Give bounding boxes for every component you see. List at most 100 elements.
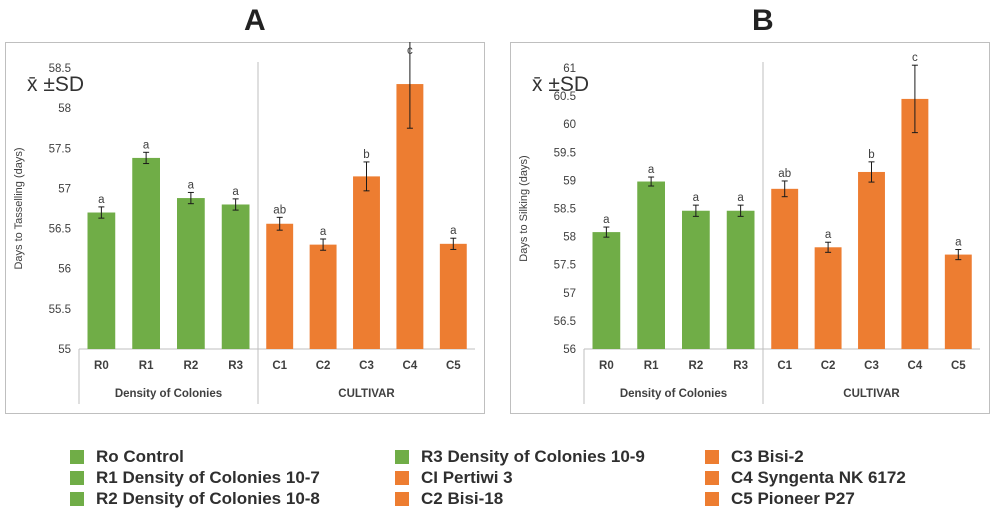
y-tick-label: 55.5 xyxy=(49,304,71,316)
legend-swatch xyxy=(705,492,719,506)
legend-swatch xyxy=(395,471,409,485)
y-tick-label: 56.5 xyxy=(49,224,71,236)
bar xyxy=(353,176,380,349)
legend-swatch xyxy=(705,471,719,485)
y-tick-label: 57.5 xyxy=(554,260,576,272)
y-tick-label: 56 xyxy=(563,344,576,356)
significance-letter: a xyxy=(450,225,457,237)
legend-item-c2: C2 Bisi-18 xyxy=(395,489,503,509)
legend: Ro Control R1 Density of Colonies 10-7 R… xyxy=(70,447,970,509)
panel-letter-a: A xyxy=(244,4,266,37)
x-tick-label: C3 xyxy=(359,360,374,372)
significance-letter: a xyxy=(188,179,195,191)
legend-item-r2: R2 Density of Colonies 10-8 xyxy=(70,489,320,509)
bar xyxy=(87,212,116,349)
y-axis-label: Days to Tasselling (days) xyxy=(13,147,25,269)
significance-letter: ab xyxy=(273,204,286,216)
x-tick-label: C1 xyxy=(777,360,792,372)
x-tick-label: R0 xyxy=(599,360,614,372)
x-tick-label: R3 xyxy=(228,360,243,372)
bar xyxy=(221,204,250,349)
legend-item-r0: Ro Control xyxy=(70,447,184,467)
y-axis-label: Days to Silking (days) xyxy=(518,155,530,261)
mean-sd-annotation: x̄ ±SD xyxy=(532,73,589,96)
x-tick-label: C5 xyxy=(951,360,966,372)
significance-letter: c xyxy=(407,45,413,57)
x-tick-label: C2 xyxy=(821,360,836,372)
legend-label: R2 Density of Colonies 10-8 xyxy=(96,489,320,508)
significance-letter: a xyxy=(955,237,962,249)
significance-letter: a xyxy=(320,226,327,238)
bar xyxy=(814,247,842,349)
legend-swatch xyxy=(395,450,409,464)
legend-label: C3 Bisi-2 xyxy=(731,447,804,466)
bar xyxy=(858,171,885,349)
group-label: Density of Colonies xyxy=(115,388,222,400)
legend-item-c3: C3 Bisi-2 xyxy=(705,447,804,467)
significance-letter: b xyxy=(363,149,369,161)
legend-label: R1 Density of Colonies 10-7 xyxy=(96,468,320,487)
legend-swatch xyxy=(705,450,719,464)
x-tick-label: C4 xyxy=(908,360,923,372)
mean-sd-annotation: x̄ ±SD xyxy=(27,73,84,96)
y-tick-label: 58.5 xyxy=(49,63,71,75)
legend-swatch xyxy=(70,450,84,464)
legend-label: C2 Bisi-18 xyxy=(421,489,504,508)
bar xyxy=(439,243,467,349)
y-tick-label: 56.5 xyxy=(554,316,576,328)
y-tick-label: 61 xyxy=(563,63,576,75)
x-tick-label: R2 xyxy=(184,360,199,372)
y-tick-label: 58 xyxy=(58,103,71,115)
legend-swatch xyxy=(70,492,84,506)
x-tick-label: R2 xyxy=(689,360,704,372)
significance-letter: a xyxy=(825,229,832,241)
y-tick-label: 58.5 xyxy=(554,204,576,216)
legend-swatch xyxy=(395,492,409,506)
significance-letter: c xyxy=(912,52,918,64)
x-tick-label: C5 xyxy=(446,360,461,372)
significance-letter: ab xyxy=(778,168,791,180)
bar xyxy=(177,198,205,349)
significance-letter: b xyxy=(868,149,874,161)
x-tick-label: R1 xyxy=(139,360,154,372)
legend-label: C4 Syngenta NK 6172 xyxy=(731,468,906,487)
legend-label: R3 Density of Colonies 10-9 xyxy=(421,447,645,466)
legend-item-c5: C5 Pioneer P27 xyxy=(705,489,855,509)
significance-letter: a xyxy=(737,192,744,204)
x-tick-label: R0 xyxy=(94,360,109,372)
legend-item-c4: C4 Syngenta NK 6172 xyxy=(705,468,906,488)
group-label: Density of Colonies xyxy=(620,388,727,400)
significance-letter: a xyxy=(648,164,655,176)
bar xyxy=(726,210,755,349)
chart-b-silking: 56 56.5 57 57.5 58 58.5 59 59.5 60 60.5 61 Days to … xyxy=(510,42,990,414)
bar xyxy=(637,181,665,349)
legend-item-r1: R1 Density of Colonies 10-7 xyxy=(70,468,320,488)
bar xyxy=(309,244,337,349)
bar xyxy=(132,157,160,349)
bar xyxy=(592,232,621,349)
bar xyxy=(266,223,294,349)
x-tick-label: C2 xyxy=(316,360,331,372)
significance-letter: a xyxy=(232,186,239,198)
significance-letter: a xyxy=(98,194,105,206)
bar xyxy=(682,210,710,349)
bar xyxy=(771,188,799,349)
legend-label: CI Pertiwi 3 xyxy=(421,468,513,487)
y-tick-label: 60.5 xyxy=(554,91,576,103)
significance-letter: a xyxy=(693,192,700,204)
y-tick-label: 59 xyxy=(563,175,576,187)
significance-letter: a xyxy=(603,214,610,226)
significance-letter: a xyxy=(143,139,150,151)
legend-item-r3: R3 Density of Colonies 10-9 xyxy=(395,447,645,467)
y-tick-label: 57 xyxy=(58,183,71,195)
y-tick-label: 57 xyxy=(563,288,576,300)
x-tick-label: C3 xyxy=(864,360,879,372)
group-label: CULTIVAR xyxy=(843,388,900,400)
y-tick-label: 55 xyxy=(58,344,71,356)
legend-label: C5 Pioneer P27 xyxy=(731,489,855,508)
y-tick-label: 59.5 xyxy=(554,147,576,159)
y-tick-label: 58 xyxy=(563,232,576,244)
panel-letter-b: B xyxy=(752,4,774,37)
y-tick-label: 57.5 xyxy=(49,143,71,155)
x-tick-label: R3 xyxy=(733,360,748,372)
